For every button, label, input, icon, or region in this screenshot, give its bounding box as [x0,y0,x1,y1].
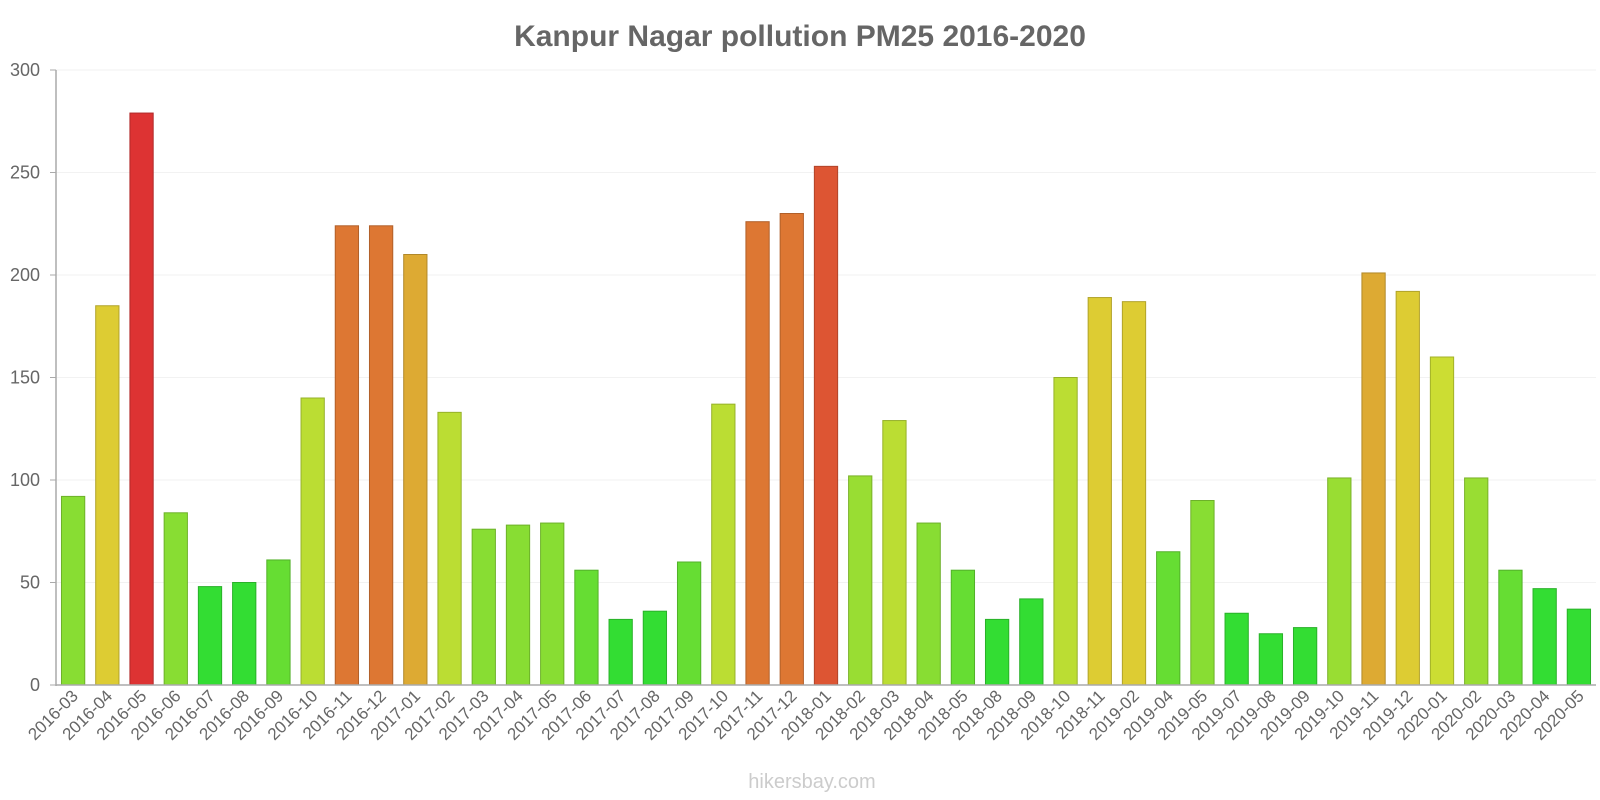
bar-2017-03 [471,528,496,686]
bar-2017-10 [711,403,736,686]
bar-2019-11 [1361,272,1386,686]
bar-2018-11 [1087,297,1112,686]
y-tick-label: 50 [20,573,40,593]
bar-2017-12 [779,213,804,686]
y-tick-label: 100 [10,470,40,490]
bar-2018-01 [813,165,839,686]
x-axis-ticks: 2016-032016-042016-052016-062016-072016-… [24,686,1587,744]
bar-2020-01 [1429,356,1455,686]
y-tick-label: 150 [10,368,40,388]
bar-2019-05 [1190,500,1215,686]
bar-2016-08 [232,582,257,686]
watermark: hikersbay.com [748,771,875,793]
bar-2016-10 [300,397,325,686]
bar-2020-02 [1464,477,1489,686]
bar-2019-10 [1327,477,1352,686]
y-tick-label: 300 [10,60,40,80]
bar-2019-12 [1395,290,1420,686]
bar-2016-04 [95,305,120,686]
bar-2020-05 [1566,608,1592,686]
y-tick-label: 250 [10,163,40,183]
bar-2019-04 [1156,551,1181,686]
bar-2017-08 [642,610,668,686]
bar-2019-02 [1121,301,1147,686]
bar-2018-09 [1019,598,1044,686]
bar-2018-08 [984,618,1010,686]
bar-2016-11 [334,225,360,686]
bar-2017-02 [437,411,462,686]
bar-2017-05 [540,522,565,686]
bar-2017-07 [608,618,633,686]
bar-2017-04 [505,524,531,686]
bar-2017-11 [745,221,770,686]
y-axis-ticks: 0 50 100 150 200 250 300 [10,60,56,695]
bar-2016-05 [129,112,154,686]
bar-2019-09 [1292,627,1318,686]
bar-2018-02 [848,475,873,686]
bar-series [60,112,1592,686]
bar-2020-03 [1498,569,1523,686]
bar-2017-01 [403,254,428,686]
y-tick-label: 200 [10,265,40,285]
bar-2020-04 [1532,588,1557,686]
bar-2019-07 [1224,612,1249,686]
bar-2016-12 [368,225,394,686]
bar-2018-04 [916,522,941,686]
bar-2016-09 [266,559,291,686]
bar-2017-09 [676,561,702,686]
bar-2017-06 [574,569,599,686]
bar-2018-05 [950,569,976,686]
bar-2016-06 [163,512,188,686]
bar-2019-08 [1258,633,1284,686]
chart-title: Kanpur Nagar pollution PM25 2016-2020 [514,20,1086,53]
y-tick-label: 0 [30,675,40,695]
bar-2018-10 [1053,377,1078,686]
bar-2016-07 [197,586,223,686]
bar-2016-03 [60,495,86,686]
bar-2018-03 [882,420,907,686]
